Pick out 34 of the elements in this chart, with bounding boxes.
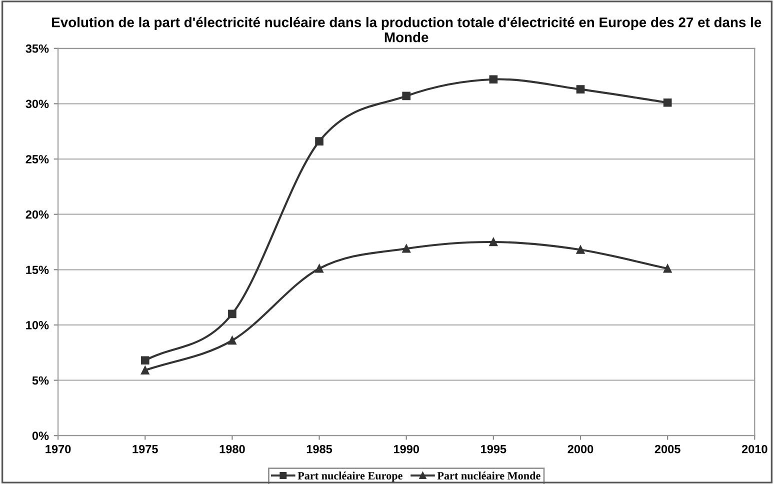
legend-label: Part nucléaire Monde	[437, 472, 540, 480]
x-tick-label: 2005	[654, 444, 680, 454]
chart-title: Evolution de la part d'électricité nucléaire dans la production totale d'électricité en Europe des 27 et dans le Monde	[52, 16, 762, 42]
x-tick-label: 1970	[46, 444, 71, 454]
point	[663, 264, 672, 273]
point	[228, 310, 236, 318]
y-tick-label: 25%	[26, 155, 49, 164]
y-tick-label: 35%	[26, 44, 49, 53]
point	[140, 366, 150, 374]
x-tick-label: 2000	[568, 444, 594, 454]
y-tick-label: 15%	[26, 266, 49, 274]
x-tick-label: 1980	[220, 444, 245, 454]
y-tick-label: 0%	[32, 432, 49, 440]
point	[489, 238, 498, 246]
legend-label: Part nucléaire Europe	[298, 472, 402, 482]
y-tick-label: 30%	[26, 100, 49, 108]
point	[402, 244, 411, 253]
point	[489, 75, 498, 84]
y-tick-label: 5%	[32, 376, 49, 385]
x-tick-label: 2010	[742, 444, 768, 454]
point	[315, 137, 324, 146]
x-tick-label: 1985	[306, 444, 332, 454]
x-tick-label: 1990	[394, 444, 419, 454]
x-tick-label: 1995	[481, 444, 506, 454]
y-tick-label: 10%	[26, 321, 49, 330]
point	[140, 356, 150, 365]
point	[402, 92, 411, 100]
point	[663, 98, 672, 107]
point	[576, 246, 585, 254]
point	[576, 85, 585, 94]
y-tick-label: 20%	[26, 210, 49, 219]
x-tick-label: 1975	[132, 444, 158, 454]
point	[228, 336, 236, 345]
point	[315, 264, 324, 273]
